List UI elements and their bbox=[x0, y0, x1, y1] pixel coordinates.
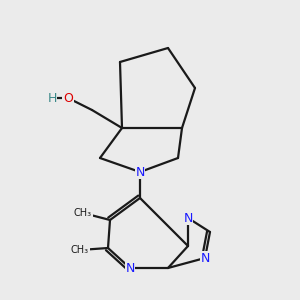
Text: CH₃: CH₃ bbox=[74, 208, 92, 218]
Text: H: H bbox=[47, 92, 57, 104]
Text: N: N bbox=[183, 212, 193, 224]
Text: N: N bbox=[135, 166, 145, 178]
Text: CH₃: CH₃ bbox=[71, 245, 89, 255]
Text: O: O bbox=[63, 92, 73, 104]
Text: N: N bbox=[200, 251, 210, 265]
Text: N: N bbox=[125, 262, 135, 275]
